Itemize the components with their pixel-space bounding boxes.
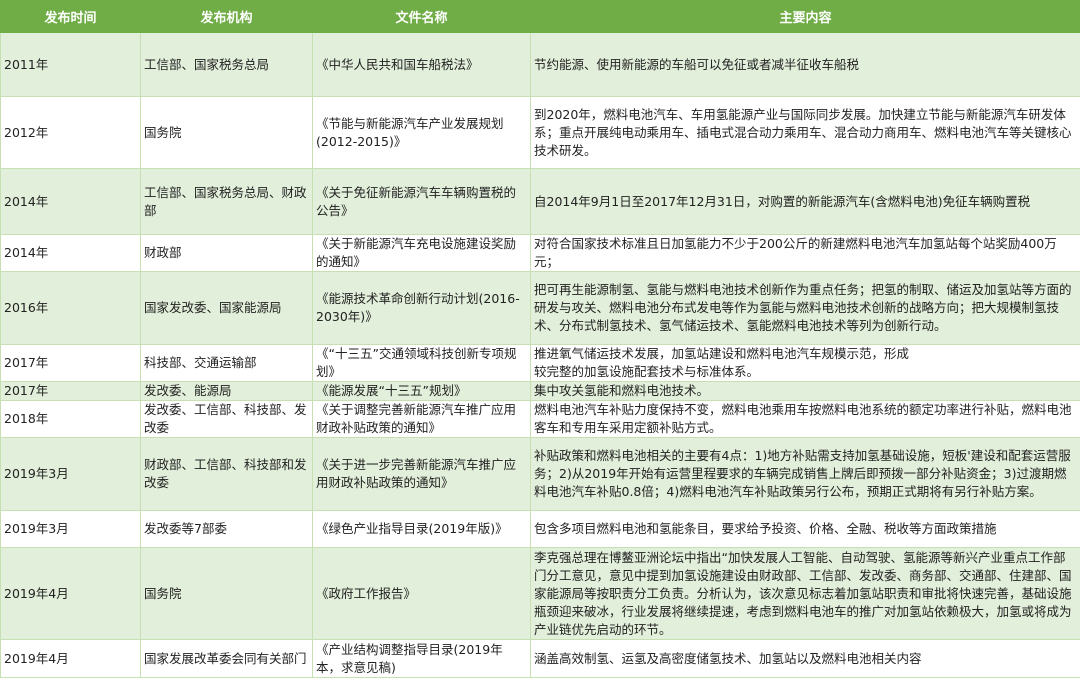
cell-content: 对符合国家技术标准且日加氢能力不少于200公斤的新建燃料电池汽车加氢站每个站奖励… <box>531 235 1080 272</box>
cell-time: 2017年 <box>1 382 141 401</box>
cell-doc: 《能源技术革命创新行动计划(2016-2030年)》 <box>313 272 531 345</box>
table-row: 2011年工信部、国家税务总局《中华人民共和国车船税法》节约能源、使用新能源的车… <box>1 33 1080 97</box>
cell-time: 2018年 <box>1 401 141 438</box>
table-row: 2014年财政部《关于新能源汽车充电设施建设奖励的通知》对符合国家技术标准且日加… <box>1 235 1080 272</box>
cell-content: 集中攻关氢能和燃料电池技术。 <box>531 382 1080 401</box>
cell-time: 2019年3月 <box>1 438 141 511</box>
table-row: 2017年科技部、交通运输部《“十三五”交通领域科技创新专项规划》推进氧气储运技… <box>1 345 1080 382</box>
cell-org: 科技部、交通运输部 <box>141 345 313 382</box>
cell-time: 2019年4月 <box>1 548 141 640</box>
cell-doc: 《关于新能源汽车充电设施建设奖励的通知》 <box>313 235 531 272</box>
cell-content: 补贴政策和燃料电池相关的主要有4点：1)地方补贴需支持加氢基础设施，短板'建设和… <box>531 438 1080 511</box>
cell-doc: 《能源发展“十三五”规划》 <box>313 382 531 401</box>
cell-time: 2014年 <box>1 235 141 272</box>
cell-org: 发改委、能源局 <box>141 382 313 401</box>
cell-org: 国务院 <box>141 548 313 640</box>
table-row: 2018年发改委、工信部、科技部、发改委《关于调整完善新能源汽车推广应用财政补贴… <box>1 401 1080 438</box>
cell-content: 把可再生能源制氢、氢能与燃料电池技术创新作为重点任务；把氢的制取、储运及加氢站等… <box>531 272 1080 345</box>
cell-content: 李克强总理在博鳌亚洲论坛中指出“加快发展人工智能、自动驾驶、氢能源等新兴产业重点… <box>531 548 1080 640</box>
header-content: 主要内容 <box>531 1 1080 33</box>
table-row: 2019年3月发改委等7部委《绿色产业指导目录(2019年版)》包含多项目燃料电… <box>1 511 1080 548</box>
cell-content: 节约能源、使用新能源的车船可以免征或者减半征收车船税 <box>531 33 1080 97</box>
cell-org: 财政部 <box>141 235 313 272</box>
cell-doc: 《关于调整完善新能源汽车推广应用财政补贴政策的通知》 <box>313 401 531 438</box>
cell-time: 2019年3月 <box>1 511 141 548</box>
header-row: 发布时间 发布机构 文件名称 主要内容 <box>1 1 1080 33</box>
cell-org: 国务院 <box>141 97 313 169</box>
cell-doc: 《政府工作报告》 <box>313 548 531 640</box>
cell-content: 到2020年，燃料电池汽车、车用氢能源产业与国际同步发展。加快建立节能与新能源汽… <box>531 97 1080 169</box>
table-row: 2019年4月国家发展改革委会同有关部门《产业结构调整指导目录(2019年本，求… <box>1 640 1080 678</box>
header-doc: 文件名称 <box>313 1 531 33</box>
cell-time: 2014年 <box>1 169 141 235</box>
cell-org: 发改委等7部委 <box>141 511 313 548</box>
cell-content: 自2014年9月1日至2017年12月31日，对购置的新能源汽车(含燃料电池)免… <box>531 169 1080 235</box>
cell-doc: 《中华人民共和国车船税法》 <box>313 33 531 97</box>
cell-org: 工信部、国家税务总局、财政部 <box>141 169 313 235</box>
table-row: 2014年工信部、国家税务总局、财政部《关于免征新能源汽车车辆购置税的公告》自2… <box>1 169 1080 235</box>
table-row: 2012年国务院《节能与新能源汽车产业发展规划(2012-2015)》到2020… <box>1 97 1080 169</box>
table-row: 2019年3月财政部、工信部、科技部和发改委《关于进一步完善新能源汽车推广应用财… <box>1 438 1080 511</box>
cell-doc: 《关于进一步完善新能源汽车推广应用财政补贴政策的通知》 <box>313 438 531 511</box>
cell-content: 推进氧气储运技术发展，加氢站建设和燃料电池汽车规模示范，形成 较完整的加氢设施配… <box>531 345 1080 382</box>
cell-doc: 《“十三五”交通领域科技创新专项规划》 <box>313 345 531 382</box>
cell-org: 财政部、工信部、科技部和发改委 <box>141 438 313 511</box>
cell-doc: 《节能与新能源汽车产业发展规划(2012-2015)》 <box>313 97 531 169</box>
cell-time: 2019年4月 <box>1 640 141 678</box>
table-row: 2019年4月国务院《政府工作报告》李克强总理在博鳌亚洲论坛中指出“加快发展人工… <box>1 548 1080 640</box>
cell-doc: 《绿色产业指导目录(2019年版)》 <box>313 511 531 548</box>
cell-time: 2017年 <box>1 345 141 382</box>
cell-org: 工信部、国家税务总局 <box>141 33 313 97</box>
cell-org: 发改委、工信部、科技部、发改委 <box>141 401 313 438</box>
cell-time: 2016年 <box>1 272 141 345</box>
cell-content: 包含多项目燃料电池和氢能条目，要求给予投资、价格、全融、税收等方面政策措施 <box>531 511 1080 548</box>
cell-org: 国家发展改革委会同有关部门 <box>141 640 313 678</box>
cell-org: 国家发改委、国家能源局 <box>141 272 313 345</box>
cell-content: 燃料电池汽车补贴力度保持不变，燃料电池乘用车按燃料电池系统的额定功率进行补贴，燃… <box>531 401 1080 438</box>
header-org: 发布机构 <box>141 1 313 33</box>
cell-content: 涵盖高效制氢、运氢及高密度储氢技术、加氢站以及燃料电池相关内容 <box>531 640 1080 678</box>
table-row: 2016年国家发改委、国家能源局《能源技术革命创新行动计划(2016-2030年… <box>1 272 1080 345</box>
cell-doc: 《关于免征新能源汽车车辆购置税的公告》 <box>313 169 531 235</box>
header-time: 发布时间 <box>1 1 141 33</box>
cell-time: 2011年 <box>1 33 141 97</box>
table-row: 2017年发改委、能源局《能源发展“十三五”规划》集中攻关氢能和燃料电池技术。 <box>1 382 1080 401</box>
cell-time: 2012年 <box>1 97 141 169</box>
cell-doc: 《产业结构调整指导目录(2019年本，求意见稿) <box>313 640 531 678</box>
